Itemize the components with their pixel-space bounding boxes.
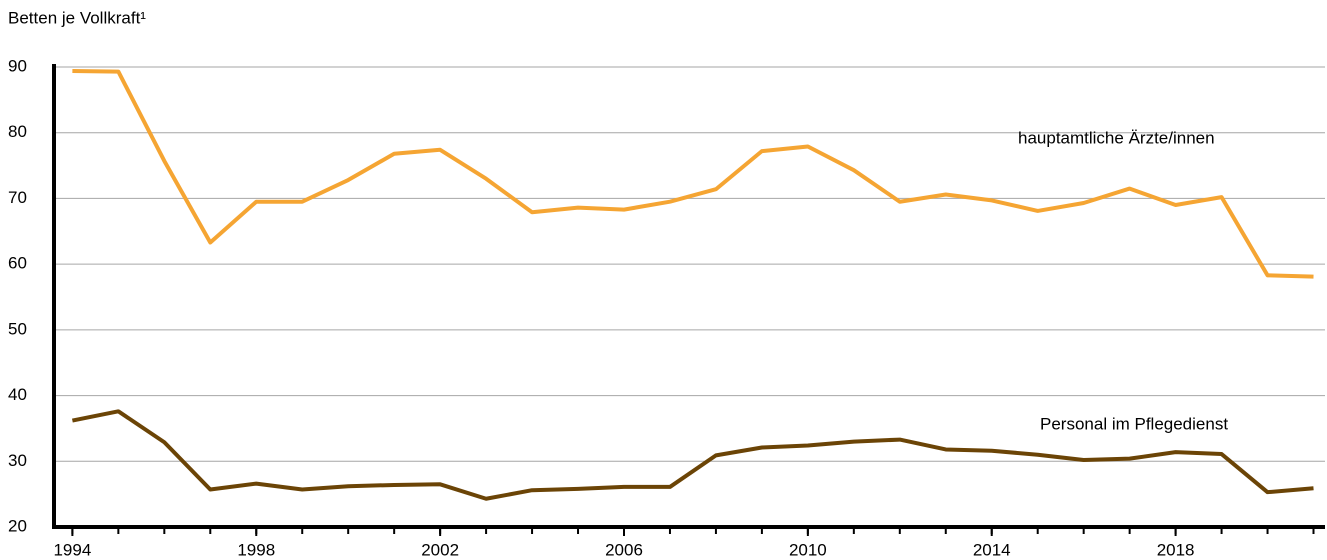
y-tick-label: 70 — [8, 188, 27, 207]
y-tick-label: 60 — [8, 254, 27, 273]
series-label: Personal im Pflegedienst — [1040, 414, 1228, 433]
x-tick-label: 2002 — [421, 540, 459, 559]
y-tick-label: 90 — [8, 56, 27, 75]
series-line — [71, 409, 1314, 501]
y-tick-label: 80 — [8, 122, 27, 141]
y-tick-label: 20 — [8, 516, 27, 535]
y-tick-label: 50 — [8, 319, 27, 338]
y-tick-label: 30 — [8, 451, 27, 470]
x-tick-label: 2010 — [789, 540, 827, 559]
x-tick-label: 2006 — [605, 540, 643, 559]
series-line — [72, 68, 1314, 279]
y-axis-label: Betten je Vollkraft¹ — [8, 8, 146, 27]
x-tick-label: 2018 — [1157, 540, 1195, 559]
x-tick-label: 2014 — [973, 540, 1011, 559]
x-tick-label: 1998 — [237, 540, 275, 559]
y-tick-label: 40 — [8, 385, 27, 404]
series-label: hauptamtliche Ärzte/innen — [1018, 128, 1215, 147]
x-tick-label: 1994 — [53, 540, 91, 559]
